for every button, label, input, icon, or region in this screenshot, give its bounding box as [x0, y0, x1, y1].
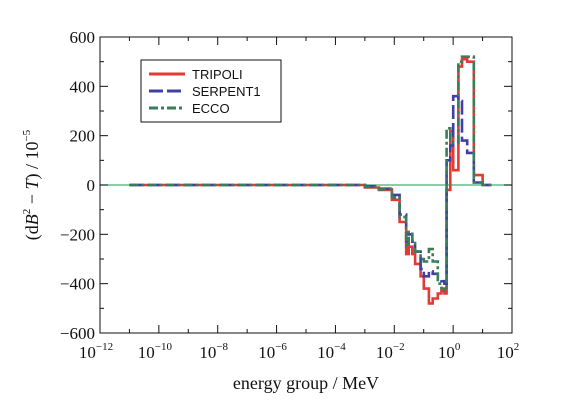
legend-box — [140, 59, 282, 123]
y-axis-title: (dB2 − T) / 10−5 — [21, 129, 43, 240]
series-layer — [129, 55, 492, 305]
y-tick-label: −400 — [60, 275, 95, 294]
y-tick-label: 400 — [70, 77, 96, 96]
x-tick-label: 102 — [497, 341, 520, 362]
legend: TRIPOLI SERPENT1 ECCO — [140, 59, 282, 123]
series-line-tripoli — [129, 57, 492, 305]
x-tick-label: 10−10 — [138, 341, 173, 362]
y-tick-label: 200 — [70, 127, 96, 146]
x-tick-label: 10−4 — [317, 341, 346, 362]
y-tick-label: 0 — [87, 176, 96, 195]
legend-label-serpent1: SERPENT1 — [192, 84, 261, 99]
x-tick-label: 10−6 — [258, 341, 287, 362]
x-tick-label: 10−12 — [79, 341, 113, 362]
y-tick-label: −600 — [60, 324, 95, 343]
legend-label-tripoli: TRIPOLI — [192, 67, 243, 82]
x-tick-label: 100 — [438, 341, 461, 362]
series-line-ecco — [129, 55, 492, 293]
axes-layer: 10−12 10−10 10−8 10−6 10−4 10−2 100 102 −600 −400… — [21, 28, 519, 393]
y-tick-label: 600 — [70, 28, 96, 47]
y-tick-label: −200 — [60, 225, 95, 244]
legend-label-ecco: ECCO — [192, 101, 230, 116]
x-tick-label: 10−8 — [199, 341, 228, 362]
x-tick-label: 10−2 — [376, 341, 405, 362]
x-axis-title: energy group / MeV — [233, 373, 379, 393]
